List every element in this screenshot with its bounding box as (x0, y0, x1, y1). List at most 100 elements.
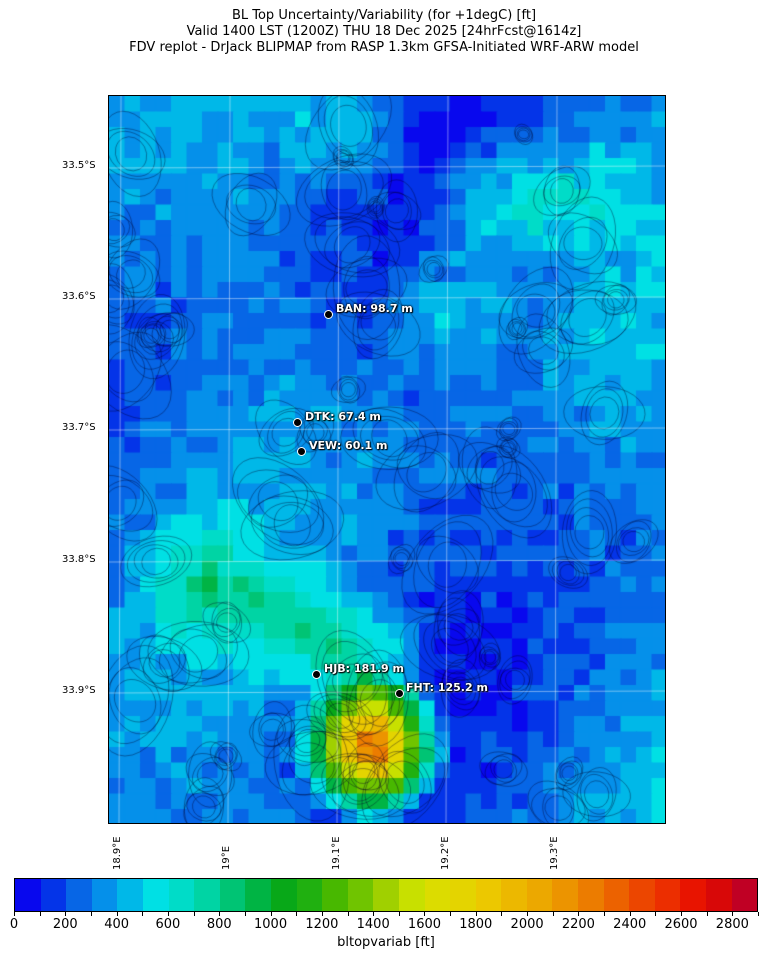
station-label-ban: BAN: 98.7 m (336, 302, 413, 315)
colorbar-segment (270, 879, 297, 911)
colorbar-tick-label: 2400 (613, 917, 647, 932)
colorbar-segment (245, 879, 271, 911)
lat-label: 33.9°S (62, 685, 96, 696)
colorbar-tick (116, 912, 118, 916)
colorbar-tick (578, 912, 580, 916)
colorbar-segment (66, 879, 92, 911)
colorbar-segment (731, 879, 758, 911)
colorbar-segment (654, 879, 681, 911)
lat-label: 33.5°S (62, 160, 96, 171)
map-plot-area (108, 95, 666, 824)
station-marker-hjb (312, 670, 321, 679)
colorbar-segment (219, 879, 246, 911)
colorbar-tick (681, 912, 683, 916)
lat-label: 33.6°S (62, 291, 96, 302)
colorbar-segment (194, 879, 220, 911)
colorbar-segment (450, 879, 476, 911)
colorbar-segment (680, 879, 707, 911)
colorbar-segment (322, 879, 348, 911)
colorbar-tick (219, 912, 221, 916)
colorbar-tick (475, 912, 477, 916)
colorbar-label: bltopvariab [ft] (337, 935, 435, 950)
colorbar-tick-label: 200 (52, 917, 78, 932)
colorbar-tick (90, 912, 92, 916)
colorbar-tick (296, 912, 298, 916)
colorbar-tick-label: 400 (104, 917, 130, 932)
colorbar-segment (296, 879, 323, 911)
colorbar-segment (552, 879, 579, 911)
colorbar-segment (578, 879, 604, 911)
colorbar-segment (424, 879, 451, 911)
title-line-3: FDV replot - DrJack BLIPMAP from RASP 1.… (129, 40, 639, 55)
colorbar-segment (347, 879, 374, 911)
station-marker-vew (297, 447, 306, 456)
colorbar-segment (398, 879, 425, 911)
colorbar-segment (603, 879, 630, 911)
colorbar-tick-label: 800 (206, 917, 232, 932)
lat-label: 33.7°S (62, 422, 96, 433)
station-label-dtk: DTK: 67.4 m (305, 410, 381, 423)
colorbar-segment (706, 879, 732, 911)
colorbar-segment (373, 879, 399, 911)
colorbar-tick (321, 912, 323, 916)
colorbar-tick (167, 912, 169, 916)
colorbar-tick-label: 1200 (305, 917, 339, 932)
colorbar-segment (629, 879, 655, 911)
station-label-fht: FHT: 125.2 m (406, 681, 488, 694)
colorbar-segment (526, 879, 553, 911)
title-line-1: BL Top Uncertainty/Variability (for +1de… (231, 8, 537, 23)
colorbar-tick (39, 912, 41, 916)
colorbar-segment (168, 879, 195, 911)
colorbar-tick (373, 912, 375, 916)
colorbar-tick-label: 600 (155, 917, 181, 932)
colorbar-tick (758, 912, 759, 916)
colorbar-tick (604, 912, 606, 916)
colorbar-segment (117, 879, 143, 911)
station-marker-dtk (293, 418, 302, 427)
lat-label: 33.8°S (62, 554, 96, 565)
colorbar-segment (475, 879, 502, 911)
colorbar-tick-label: 1800 (459, 917, 493, 932)
lon-label: 19.3°E (549, 836, 560, 870)
colorbar-tick (398, 912, 400, 916)
colorbar-segment (501, 879, 527, 911)
colorbar-tick (706, 912, 708, 916)
colorbar-segment (91, 879, 118, 911)
station-marker-fht (395, 689, 404, 698)
lon-label: 19.2°E (440, 836, 451, 870)
colorbar-tick-label: 2600 (664, 917, 698, 932)
station-label-hjb: HJB: 181.9 m (324, 662, 404, 675)
colorbar-tick-label: 0 (9, 917, 19, 932)
colorbar-tick (14, 912, 15, 916)
colorbar-tick (527, 912, 529, 916)
lon-label: 19.1°E (331, 836, 342, 870)
colorbar-tick (655, 912, 657, 916)
lon-label: 18.9°E (112, 836, 123, 870)
colorbar-tick-label: 1400 (356, 917, 390, 932)
colorbar-tick (501, 912, 503, 916)
colorbar-tick (450, 912, 452, 916)
colorbar-tick (193, 912, 195, 916)
colorbar-tick-label: 1600 (407, 917, 442, 932)
colorbar-tick (629, 912, 631, 916)
title-line-2: Valid 1400 LST (1200Z) THU 18 Dec 2025 [… (186, 24, 582, 39)
colorbar-tick (424, 912, 426, 916)
colorbar-segment (142, 879, 169, 911)
raster-field (109, 96, 665, 823)
colorbar-tick (732, 912, 734, 916)
colorbar-segment (40, 879, 67, 911)
station-label-vew: VEW: 60.1 m (309, 439, 388, 452)
colorbar-tick (65, 912, 67, 916)
colorbar-tick (142, 912, 144, 916)
lon-label: 19°E (221, 845, 232, 870)
colorbar-tick-label: 2800 (715, 917, 749, 932)
colorbar-tick-label: 2200 (561, 917, 595, 932)
colorbar-tick (347, 912, 349, 916)
colorbar (14, 878, 758, 912)
colorbar-tick-label: 2000 (510, 917, 544, 932)
colorbar-segment (15, 879, 41, 911)
station-marker-ban (324, 310, 333, 319)
colorbar-tick (552, 912, 554, 916)
colorbar-tick (244, 912, 246, 916)
colorbar-tick-label: 1000 (254, 917, 288, 932)
